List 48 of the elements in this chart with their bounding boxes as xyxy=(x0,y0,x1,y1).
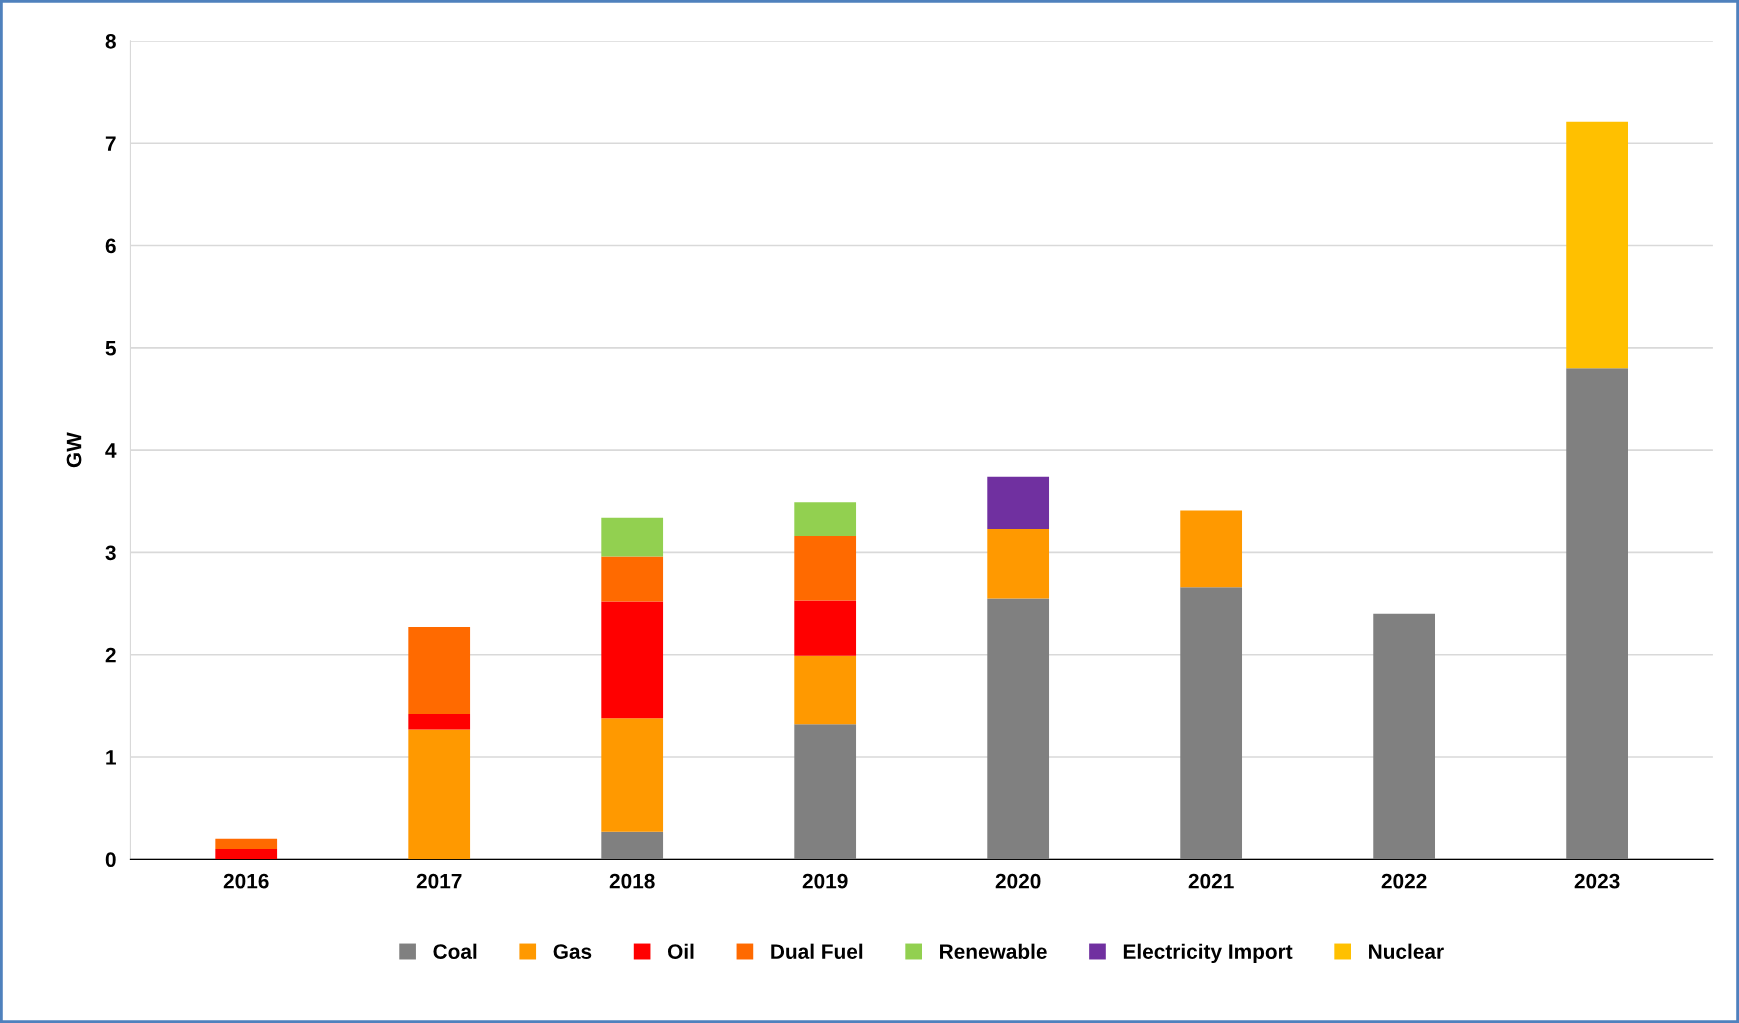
legend-label: Gas xyxy=(553,944,592,959)
x-tick-label: 2021 xyxy=(1188,873,1234,889)
x-tick-label: 2017 xyxy=(416,873,462,889)
y-tick-label: 3 xyxy=(105,545,116,561)
bar xyxy=(1566,121,1628,369)
bar xyxy=(987,598,1050,860)
bar xyxy=(408,627,471,715)
y-axis-title: GW xyxy=(66,432,82,468)
bar xyxy=(601,517,664,557)
y-tick-label: 6 xyxy=(105,238,116,254)
bar xyxy=(794,724,857,860)
bar xyxy=(601,601,664,719)
bar xyxy=(1373,613,1436,860)
y-tick-label: 7 xyxy=(105,136,116,151)
x-tick-label: 2022 xyxy=(1381,873,1427,889)
bar xyxy=(1566,368,1628,860)
x-tick-label: 2019 xyxy=(802,873,848,889)
y-tick-label: 4 xyxy=(105,443,117,458)
bar xyxy=(1180,587,1243,860)
bar xyxy=(794,536,857,601)
bar xyxy=(794,502,857,537)
bar xyxy=(408,714,471,730)
legend-label: Coal xyxy=(433,943,477,959)
bar xyxy=(794,655,857,725)
bar xyxy=(987,476,1050,529)
legend-label: Oil xyxy=(667,943,694,959)
legend-label: Renewable xyxy=(940,943,1047,959)
x-tick-label: 2023 xyxy=(1574,873,1620,889)
x-tick-label: 2018 xyxy=(609,873,655,889)
legend-label: Dual Fuel xyxy=(771,943,863,959)
bar xyxy=(601,718,664,832)
x-tick-label: 2016 xyxy=(223,873,269,889)
bar xyxy=(408,729,471,860)
legend-label: Electricity Import xyxy=(1123,943,1293,964)
y-tick-label: 0 xyxy=(105,852,116,868)
bar xyxy=(215,849,278,860)
bar xyxy=(794,600,857,656)
y-tick-label: 8 xyxy=(105,33,116,49)
bar xyxy=(987,528,1050,599)
y-tick-label: 2 xyxy=(105,647,116,663)
y-tick-label: 1 xyxy=(106,750,116,765)
bar xyxy=(1180,510,1243,588)
bar xyxy=(601,831,664,860)
bar xyxy=(601,556,664,602)
bar xyxy=(215,838,278,850)
y-tick-label: 5 xyxy=(105,341,116,356)
x-tick-label: 2020 xyxy=(995,873,1041,889)
legend-label: Nuclear xyxy=(1369,943,1444,959)
